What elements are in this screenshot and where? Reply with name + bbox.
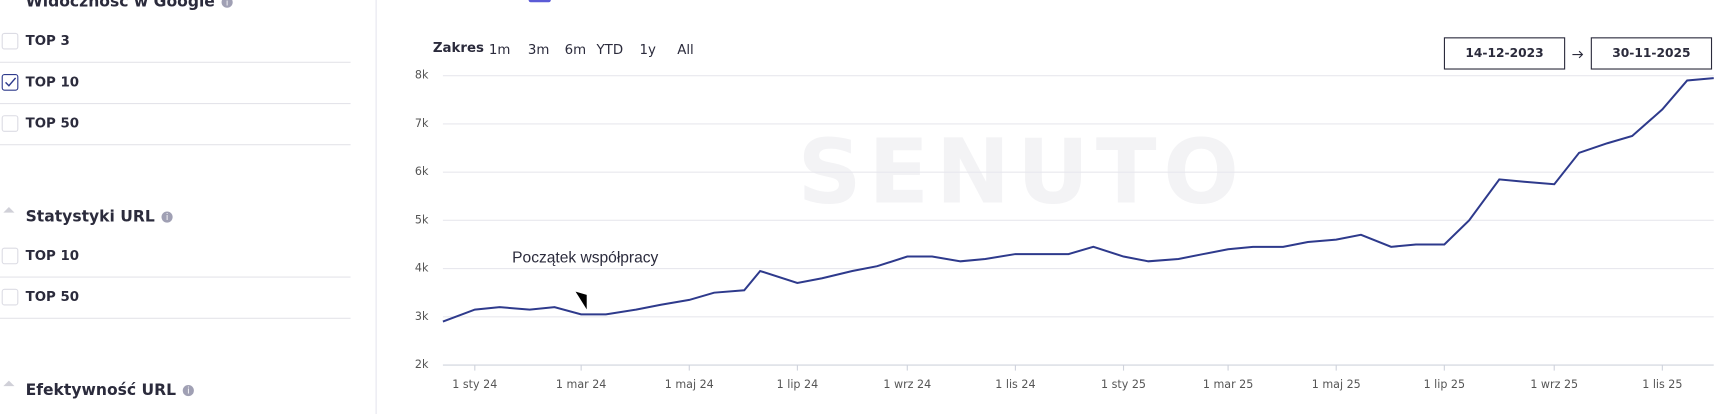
annotation-arrow <box>575 291 587 310</box>
start-date[interactable]: 14-12-2023 <box>1465 46 1543 60</box>
x-tick-label: 1 lip 24 <box>777 378 819 391</box>
arrow-right <box>1572 50 1584 59</box>
collapse-caret[interactable] <box>3 207 15 213</box>
range-option[interactable]: 1y <box>639 43 655 58</box>
x-tick-label: 1 lis 24 <box>995 378 1035 391</box>
checkbox[interactable] <box>1 32 19 50</box>
checkbox[interactable] <box>1 115 19 132</box>
info-icon <box>161 211 173 223</box>
y-tick-label: 7k <box>415 117 429 130</box>
range-option[interactable]: 6m <box>565 43 587 58</box>
info-icon <box>221 0 233 8</box>
checkbox[interactable] <box>1 288 19 306</box>
info-i: i <box>226 0 228 8</box>
checkmark <box>5 77 17 87</box>
annotation-text: Początek współpracy <box>512 249 658 266</box>
x-tick-label: 1 wrz 24 <box>883 378 931 391</box>
range-option[interactable]: 3m <box>528 43 550 58</box>
date-box[interactable] <box>1590 37 1713 70</box>
x-tick-label: 1 sty 25 <box>1101 378 1146 391</box>
y-tick-label: 4k <box>415 262 429 275</box>
checkbox-label[interactable]: TOP 50 <box>26 117 79 132</box>
section-title: Efektywność URL <box>26 381 177 399</box>
checkbox-label[interactable]: TOP 10 <box>26 75 79 90</box>
checkbox-label[interactable]: TOP 3 <box>26 34 70 49</box>
info-icon <box>182 385 194 397</box>
x-tick-label: 1 maj 25 <box>1312 378 1361 391</box>
y-tick-label: 5k <box>415 213 429 226</box>
y-tick-label: 3k <box>415 310 429 323</box>
x-tick-label: 1 wrz 25 <box>1530 378 1578 391</box>
y-tick-label: 6k <box>415 165 429 178</box>
x-tick-label: 1 lip 25 <box>1424 378 1466 391</box>
tab-indicator <box>528 0 551 3</box>
checkbox-label[interactable]: TOP 10 <box>26 249 79 264</box>
y-tick-label: 8k <box>415 69 429 82</box>
x-tick-label: 1 sty 24 <box>452 378 497 391</box>
checkbox[interactable] <box>1 247 19 265</box>
section-title: Widoczność w Google <box>26 0 215 11</box>
range-label: Zakres <box>433 41 484 56</box>
section-title: Statystyki URL <box>26 208 155 226</box>
range-option[interactable]: 1m <box>489 43 511 58</box>
date-box[interactable] <box>1443 37 1566 70</box>
checkbox[interactable] <box>1 74 19 91</box>
info-i: i <box>187 387 189 397</box>
x-tick-label: 1 maj 24 <box>665 378 714 391</box>
watermark: SENUTO <box>797 119 1245 223</box>
collapse-caret[interactable] <box>3 380 15 387</box>
x-tick-label: 1 mar 24 <box>556 378 606 391</box>
line-series <box>442 77 1714 323</box>
range-option[interactable]: All <box>677 43 694 58</box>
end-date[interactable]: 30-11-2025 <box>1612 46 1690 60</box>
range-option[interactable]: YTD <box>596 43 624 58</box>
x-tick-label: 1 mar 25 <box>1203 378 1253 391</box>
info-i: i <box>166 213 168 223</box>
x-tick-label: 1 lis 25 <box>1642 378 1682 391</box>
y-tick-label: 2k <box>415 358 429 371</box>
checkbox-label[interactable]: TOP 50 <box>26 290 79 305</box>
